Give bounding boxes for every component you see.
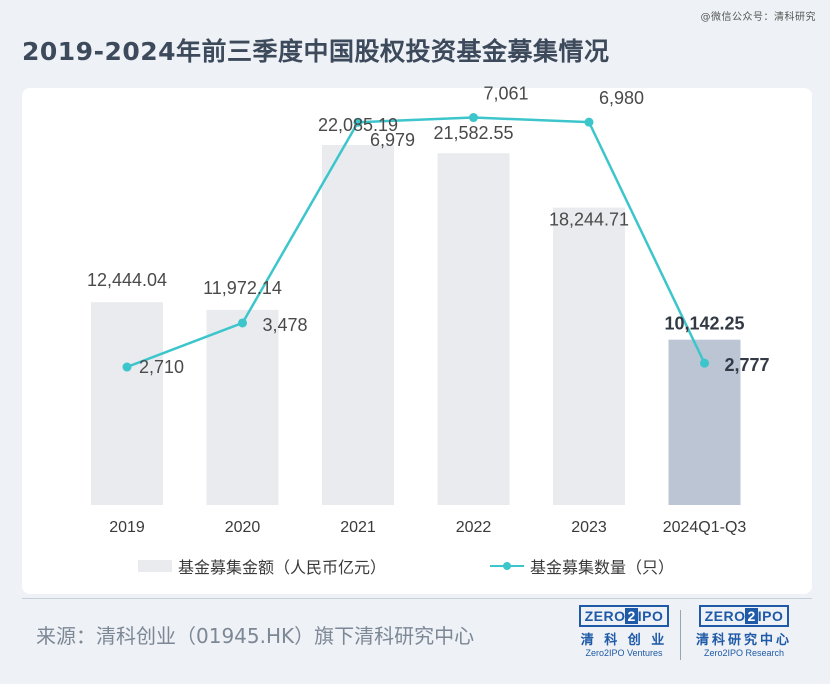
legend-label-amount: 基金募集金额（人民币亿元） [178, 558, 387, 577]
bar-2019 [91, 302, 163, 505]
x-tick-label-2023: 2023 [571, 519, 607, 536]
bar-label-2020: 11,972.14 [203, 278, 282, 298]
count-point-2024Q1-Q3 [700, 358, 709, 368]
logo-cn-name: 清科研究中心 [695, 633, 792, 648]
bar-label-2023: 18,244.71 [549, 210, 629, 230]
bar-label-2021: 22,085.19 [318, 115, 398, 135]
count-label-2023: 6,980 [599, 88, 644, 108]
legend-label-count: 基金募集数量（只） [530, 558, 675, 577]
logo-zero2ipo-ventures: ZERO 2 IPO 清 科 创 业 Zero2IPO Ventures [570, 605, 678, 658]
bar-2021 [322, 145, 394, 505]
x-tick-label-2021: 2021 [340, 519, 376, 536]
x-tick-label-2019: 2019 [109, 519, 145, 536]
count-label-2020: 3,478 [263, 315, 308, 335]
watermark: @微信公众号：清科研究 [700, 12, 816, 23]
x-tick-label-2024Q1-Q3: 2024Q1-Q3 [663, 519, 747, 536]
count-label-2019: 2,710 [139, 357, 184, 377]
chart-title: 2019-2024年前三季度中国股权投资基金募集情况 [22, 37, 610, 66]
bar-label-2019: 12,444.04 [87, 270, 167, 290]
count-line [126, 116, 706, 369]
footer-divider [22, 598, 812, 599]
logo-zero2ipo-research: ZERO 2 IPO 清科研究中心 Zero2IPO Research [690, 605, 798, 658]
legend-bar-swatch [138, 560, 172, 572]
count-point-2020 [238, 318, 247, 328]
count-label-2024Q1-Q3: 2,777 [725, 355, 770, 375]
x-tick-label-2020: 2020 [225, 519, 261, 536]
legend-line-swatch [490, 560, 524, 572]
count-point-2023 [584, 117, 594, 127]
count-label-2022: 7,061 [484, 84, 529, 104]
count-point-2021 [353, 117, 363, 127]
bar-label-2022: 21,582.55 [433, 123, 513, 143]
legend-item-count: 基金募集数量（只） [490, 554, 674, 578]
bar-2023 [553, 207, 625, 505]
count-label-2021: 6,979 [370, 130, 415, 150]
legend-item-amount: 基金募集金额（人民币亿元） [138, 554, 386, 578]
logo-mark: ZERO 2 IPO [698, 605, 790, 627]
source-note: 来源：清科创业（01945.HK）旗下清科研究中心 [36, 624, 475, 648]
logo-mark: ZERO 2 IPO [578, 605, 670, 627]
bar-label-2024Q1-Q3: 10,142.25 [664, 314, 744, 334]
legend: 基金募集金额（人民币亿元） 基金募集数量（只） [0, 548, 830, 578]
bar-2020 [206, 309, 279, 505]
logo-separator [680, 610, 681, 660]
count-point-2022 [469, 113, 478, 123]
logo-en-name: Zero2IPO Research [703, 648, 785, 658]
logo-en-name: Zero2IPO Ventures [585, 648, 663, 658]
x-tick-label-2022: 2022 [456, 519, 492, 536]
count-point-2019 [122, 362, 132, 372]
logo-cn-name: 清 科 创 业 [580, 633, 668, 648]
bar-2022 [437, 153, 510, 505]
